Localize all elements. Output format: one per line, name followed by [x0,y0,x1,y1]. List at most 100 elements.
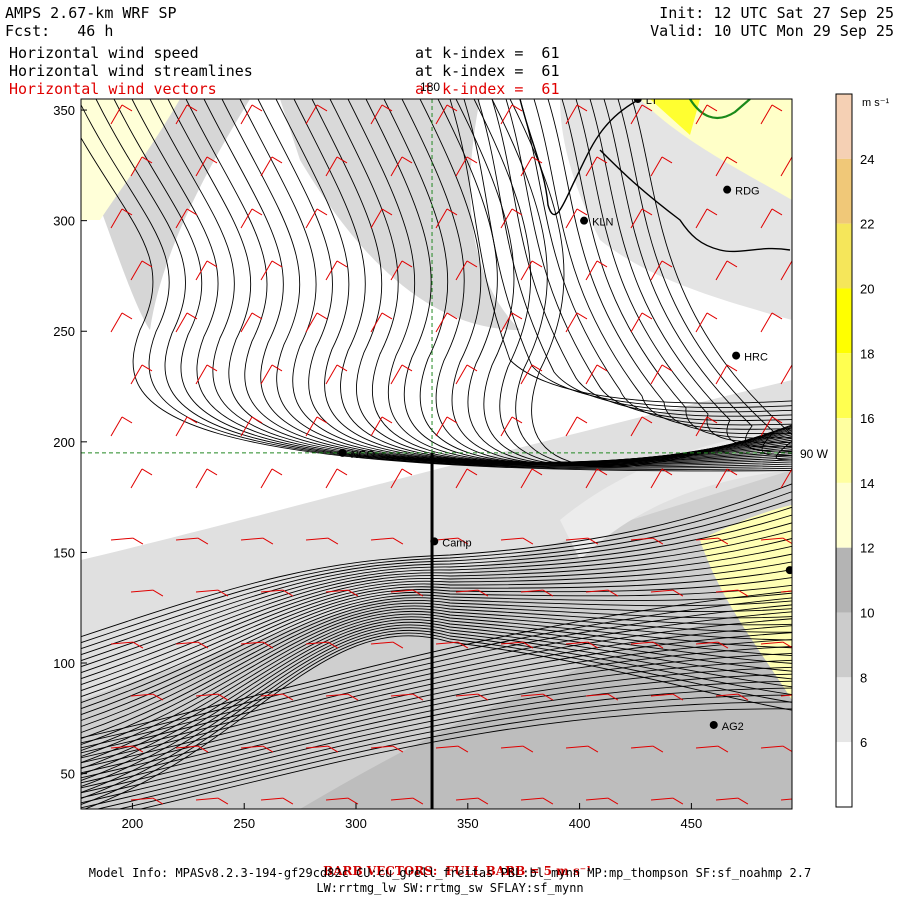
colorbar-swatch [836,547,852,613]
wind-barb [500,104,513,125]
wind-barb [130,468,143,489]
x-tick-label: 250 [233,816,255,831]
wind-barb [110,641,133,645]
wind-barb-flag [511,208,523,216]
colorbar-swatch [836,677,852,743]
wind-barb [500,641,523,645]
wind-barb-flag [803,590,813,596]
wind-barb-flag [782,537,792,545]
wind-barb [390,364,403,385]
wind-barb-flag [121,104,133,112]
station-label: RDG [735,186,759,198]
wind-barb [175,416,188,437]
colorbar-units: m s⁻¹ [862,97,890,109]
wind-barb-flag [737,589,749,597]
colorbar-tick: 22 [860,217,874,232]
station-dot [732,351,741,360]
wind-barb-flag [186,416,198,424]
wind-barb [695,416,708,437]
wind-barb [565,104,578,125]
wind-barb [585,797,608,801]
station-dot [580,216,589,225]
model-info-1: Model Info: MPASv8.2.3-194-gf29cd82c CU:… [88,866,812,880]
wind-barb [565,641,588,645]
wind-barb-flag [186,104,198,112]
streamline [131,99,792,467]
wind-barb [630,416,643,437]
y-tick-label: 200 [53,435,75,450]
streamline [631,99,792,461]
wind-barb [175,208,188,229]
wind-barb [585,693,608,697]
wind-barb [240,312,253,333]
field-level-vectors: at k-index = 61 [415,80,560,98]
wind-barb-flag [336,156,348,164]
wind-barb [760,312,773,333]
streamline [81,600,792,733]
wind-barb-flag [347,693,359,701]
wind-barb-flag [641,312,653,320]
wind-barb-flag [141,260,153,268]
wind-barb [435,104,448,125]
wind-barb-flag [531,364,543,372]
wind-barb-flag [596,364,608,372]
streamline [473,99,792,467]
wind-barb-flag [141,364,153,372]
wind-barb [390,589,413,593]
wind-barb-flag [737,693,749,701]
wind-barb [390,797,413,801]
wind-barb [520,797,543,801]
streamline [589,99,792,448]
wind-barb [565,312,578,333]
streamline [81,673,792,799]
wind-barb-flag [652,745,664,753]
y-tick-label: 300 [53,214,75,229]
field-name-speed: Horizontal wind speed [9,44,199,62]
streamline [463,99,792,408]
wind-barb [175,104,188,125]
wind-barb-flag [576,312,588,320]
streamline [81,602,792,739]
wind-barb [195,589,218,593]
wind-barb [305,641,328,645]
colorbar-swatch [836,158,852,224]
wind-barb-flag [607,797,619,805]
wind-barb-flag [737,797,749,805]
wind-barb [195,364,208,385]
streamline [81,597,792,727]
wind-barb-flag [661,468,673,476]
wind-barb [650,364,663,385]
wind-barb-flag [771,416,783,424]
wind-barb-flag [607,693,619,701]
wind-barb-flag [672,797,684,805]
wind-barb [455,797,478,801]
streamline [81,545,792,686]
wind-barb [435,208,448,229]
streamline [533,99,792,430]
streamline [491,99,792,417]
wind-barb-flag [652,641,664,649]
wind-barb-flag [511,312,523,320]
wind-barb [260,797,283,801]
streamline [491,99,792,467]
wind-barb [780,468,792,489]
wind-barb-flag [661,156,673,164]
wind-barb-flag [381,416,393,424]
wind-barb [305,312,318,333]
wind-barb [325,797,348,801]
wind-barb [780,156,792,177]
wind-barb-flag [401,364,413,372]
wind-barb [565,745,588,749]
wind-barb-flag [641,416,653,424]
wind-barb [715,589,738,593]
streamline [81,577,792,709]
wind-barb-flag [771,104,783,112]
station-label: AG2 [722,721,744,733]
wind-barb [175,537,198,541]
streamline [519,99,792,426]
wind-barb [390,468,403,489]
wind-barb [370,208,383,229]
wind-barb-flag [542,589,554,597]
wind-barb [110,416,123,437]
streamline [419,99,792,465]
